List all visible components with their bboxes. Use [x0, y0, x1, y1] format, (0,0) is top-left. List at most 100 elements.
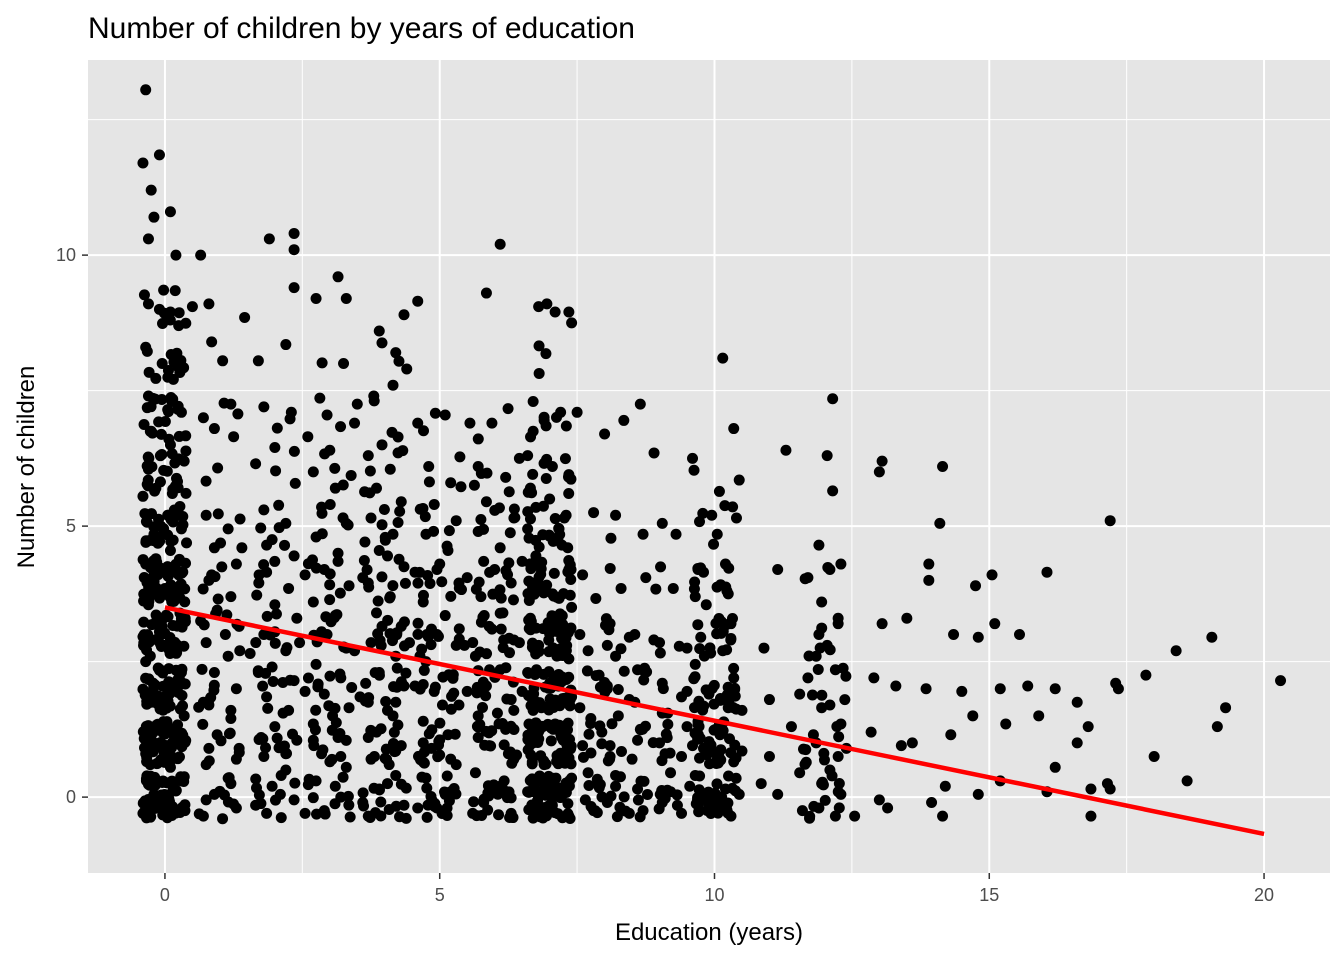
- data-point: [310, 704, 322, 716]
- data-point: [334, 668, 346, 680]
- data-point: [507, 594, 519, 606]
- data-point: [600, 613, 612, 625]
- data-point: [923, 558, 935, 570]
- data-point: [721, 689, 733, 701]
- data-point: [455, 481, 467, 493]
- data-point: [1140, 669, 1152, 681]
- data-point: [302, 779, 314, 791]
- data-point: [939, 780, 951, 792]
- data-point: [332, 555, 344, 567]
- data-point: [454, 451, 466, 463]
- data-point: [542, 803, 554, 815]
- data-point: [382, 614, 394, 626]
- data-point: [180, 445, 192, 457]
- data-point: [560, 632, 572, 644]
- data-point: [222, 523, 234, 535]
- data-point: [432, 630, 444, 642]
- data-point: [711, 581, 723, 593]
- data-point: [1049, 761, 1061, 773]
- data-point: [695, 631, 707, 643]
- data-point: [169, 285, 181, 297]
- data-point: [424, 577, 436, 589]
- data-point: [581, 665, 593, 677]
- data-point: [450, 515, 462, 527]
- data-point: [445, 703, 457, 715]
- data-point: [158, 748, 170, 760]
- data-point: [376, 519, 388, 531]
- data-point: [365, 724, 377, 736]
- data-point: [615, 746, 627, 758]
- data-point: [467, 637, 479, 649]
- data-point: [635, 775, 647, 787]
- data-point: [574, 702, 586, 714]
- data-point: [808, 800, 820, 812]
- chart-title: Number of children by years of education: [88, 12, 635, 45]
- data-point: [423, 461, 435, 472]
- data-point: [138, 418, 150, 430]
- data-point: [332, 547, 344, 559]
- data-point: [176, 734, 188, 746]
- data-point: [151, 757, 163, 769]
- data-point: [317, 744, 329, 756]
- data-point: [1033, 710, 1045, 722]
- x-axis-title: Education (years): [615, 919, 803, 946]
- data-point: [429, 681, 441, 693]
- data-point: [1148, 750, 1160, 762]
- data-point: [709, 797, 721, 809]
- data-point: [387, 737, 399, 749]
- data-point: [361, 564, 373, 576]
- data-point: [523, 614, 535, 626]
- data-point: [650, 583, 662, 595]
- data-point: [715, 744, 727, 756]
- data-point: [252, 355, 264, 367]
- data-point: [371, 607, 383, 619]
- data-point: [208, 684, 220, 696]
- data-point: [655, 561, 667, 573]
- data-point: [138, 595, 150, 607]
- data-point: [541, 453, 553, 465]
- data-point: [212, 508, 224, 520]
- data-point: [923, 574, 935, 586]
- data-point: [428, 498, 440, 510]
- data-point: [162, 561, 174, 573]
- data-point: [728, 423, 740, 435]
- data-point: [253, 733, 265, 745]
- data-point: [477, 701, 489, 713]
- data-point: [445, 477, 457, 489]
- data-point: [417, 715, 429, 727]
- data-point: [692, 794, 704, 806]
- data-point: [934, 517, 946, 529]
- data-point: [289, 777, 301, 789]
- data-point: [294, 637, 306, 649]
- data-point: [535, 568, 547, 580]
- data-point: [197, 583, 209, 595]
- data-point: [137, 157, 149, 169]
- data-point: [648, 634, 660, 646]
- data-point: [612, 710, 624, 722]
- data-point: [495, 592, 507, 604]
- data-point: [602, 755, 614, 767]
- data-point: [716, 616, 728, 628]
- data-point: [618, 665, 630, 677]
- data-point: [230, 558, 242, 570]
- data-point: [525, 700, 537, 712]
- data-point: [606, 718, 618, 730]
- data-point: [401, 363, 413, 375]
- data-point: [544, 493, 556, 505]
- data-point: [694, 516, 706, 528]
- data-point: [605, 532, 617, 544]
- data-point: [288, 550, 300, 562]
- data-point: [319, 448, 331, 460]
- data-point: [730, 512, 742, 524]
- data-point: [920, 683, 932, 695]
- data-point: [287, 728, 299, 740]
- data-point: [523, 532, 535, 544]
- data-point: [522, 450, 534, 462]
- data-point: [594, 720, 606, 732]
- data-point: [1071, 696, 1083, 708]
- data-point: [319, 808, 331, 820]
- data-point: [257, 680, 269, 692]
- data-point: [553, 523, 565, 535]
- data-point: [591, 773, 603, 785]
- data-point: [1206, 631, 1218, 643]
